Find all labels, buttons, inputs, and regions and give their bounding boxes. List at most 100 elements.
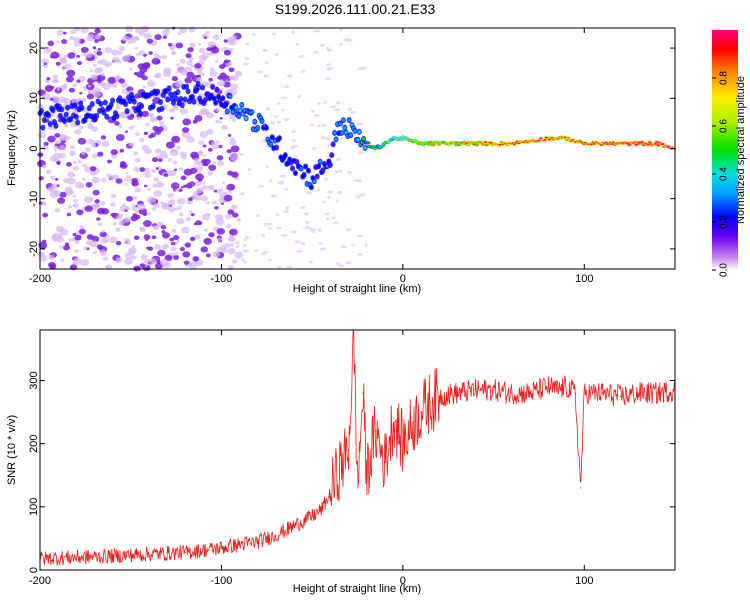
ridge-core [216, 95, 221, 99]
noise-blob [326, 63, 331, 67]
noise-blob [167, 158, 173, 163]
noise-blob [290, 230, 298, 234]
noise-blob [176, 205, 183, 210]
noise-blob [212, 250, 221, 258]
ridge-halo [178, 95, 184, 102]
noise-blob [218, 188, 224, 192]
noise-blob [146, 79, 156, 88]
noise-blob [227, 39, 235, 46]
ridge-halo [53, 122, 59, 129]
noise-blob [224, 187, 228, 191]
noise-blob [73, 36, 81, 44]
noise-blob [189, 236, 196, 242]
noise-blob [213, 189, 218, 193]
noise-blob [170, 116, 174, 120]
noise-blob [143, 32, 152, 40]
noise-blob [78, 125, 84, 130]
ridge-halo [67, 116, 73, 123]
noise-blob [175, 42, 184, 49]
noise-blob [226, 183, 236, 191]
noise-blob [291, 139, 297, 143]
noise-blob [266, 222, 272, 226]
noise-blob [46, 77, 51, 81]
noise-blob [311, 229, 316, 233]
noise-blob [102, 237, 110, 244]
noise-blob [229, 139, 237, 146]
noise-blob [115, 241, 122, 246]
noise-blob [221, 181, 226, 185]
noise-blob [76, 61, 82, 66]
noise-blob [96, 51, 103, 56]
ridge-core [380, 145, 385, 148]
noise-blob [67, 238, 73, 242]
noise-blob [49, 191, 59, 199]
noise-blob [197, 43, 202, 46]
noise-blob [115, 106, 121, 110]
noise-blob [41, 164, 47, 169]
noise-blob [224, 242, 231, 248]
noise-blob [135, 209, 140, 214]
noise-blob [364, 243, 368, 247]
noise-blob [74, 240, 80, 245]
noise-blob [56, 40, 60, 44]
noise-blob [94, 34, 101, 40]
noise-blob [161, 243, 170, 250]
noise-blob [56, 162, 61, 166]
noise-blob [179, 58, 186, 64]
noise-blob [91, 176, 100, 184]
noise-blob [231, 204, 238, 210]
noise-blob [254, 249, 259, 253]
noise-blob [211, 200, 217, 205]
noise-blob [335, 158, 341, 162]
noise-blob [261, 48, 268, 52]
noise-blob [323, 177, 330, 181]
noise-blob [227, 265, 234, 271]
noise-blob [209, 70, 218, 77]
ridge-core [566, 137, 570, 139]
noise-blob [131, 206, 137, 212]
noise-blob [48, 254, 55, 260]
noise-blob [187, 47, 194, 53]
noise-blob [171, 50, 176, 55]
noise-blob [347, 107, 352, 111]
noise-blob [227, 190, 233, 194]
ridge-halo [124, 108, 130, 115]
noise-blob [219, 117, 223, 120]
noise-blob [231, 212, 239, 218]
noise-blob [186, 136, 195, 143]
noise-blob [130, 113, 135, 118]
ridge-core [264, 126, 269, 130]
noise-blob [179, 167, 184, 171]
noise-blob [158, 158, 163, 163]
noise-blob [347, 170, 353, 174]
noise-blob [81, 151, 86, 155]
noise-blob [94, 87, 101, 92]
noise-blob [107, 61, 113, 66]
ridge-core [347, 118, 351, 122]
noise-blob [89, 240, 99, 248]
noise-blob [118, 124, 123, 129]
noise-blob [144, 148, 152, 155]
noise-blob [94, 199, 100, 204]
noise-blob [99, 231, 107, 238]
noise-blob [59, 245, 64, 249]
noise-blob [154, 262, 163, 270]
noise-blob [317, 101, 321, 105]
x-tick-label: -200 [29, 575, 51, 587]
x-tick-label: 100 [575, 575, 593, 587]
ridge-core [269, 142, 273, 146]
noise-blob [156, 55, 163, 60]
noise-blob [176, 239, 180, 243]
noise-blob [159, 121, 165, 126]
noise-blob [38, 176, 44, 181]
noise-blob [107, 76, 117, 84]
noise-blob [245, 42, 250, 46]
noise-blob [320, 123, 328, 127]
noise-blob [195, 77, 203, 83]
noise-blob [161, 232, 171, 239]
noise-blob [146, 246, 150, 250]
noise-blob [198, 140, 205, 145]
noise-blob [114, 121, 120, 126]
noise-blob [221, 124, 228, 131]
noise-blob [240, 192, 246, 196]
